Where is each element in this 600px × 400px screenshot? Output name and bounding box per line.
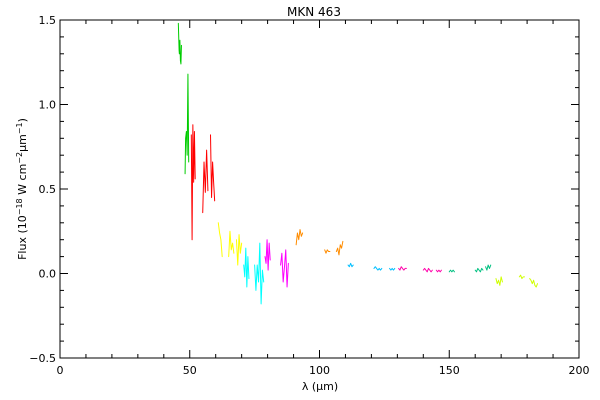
- spectrum-segment: [210, 134, 216, 202]
- y-tick-label: 0.0: [39, 268, 57, 281]
- spectrum-segment: [495, 276, 503, 286]
- spectrum-segment: [422, 267, 433, 273]
- spectrum-segment: [280, 249, 289, 288]
- spectrum-segment: [228, 230, 235, 258]
- series-layer: [177, 22, 538, 305]
- y-tick-label: 1.5: [39, 14, 57, 27]
- spectrum-segment: [202, 149, 209, 214]
- spectrum-segment: [518, 274, 525, 280]
- spectrum-segment: [243, 247, 250, 288]
- x-axis-label: λ (μm): [302, 380, 338, 393]
- spectrum-segment: [190, 124, 196, 241]
- spectrum-segment: [235, 234, 243, 266]
- spectrum-segment: [184, 73, 190, 175]
- spectrum-segment: [373, 266, 383, 271]
- spectrum-segment: [398, 266, 407, 271]
- spectrum-segment: [485, 264, 492, 271]
- x-tick-label: 100: [309, 364, 330, 377]
- x-tick-label: 50: [183, 364, 197, 377]
- spectrum-segment: [177, 22, 182, 65]
- chart-title: MKN 463: [287, 5, 341, 19]
- plot-frame: [59, 19, 580, 359]
- y-tick-label: 1.0: [39, 99, 57, 112]
- spectrum-segment: [264, 239, 271, 271]
- spectrum-segment: [347, 262, 354, 268]
- spectrum-segment: [448, 269, 455, 273]
- spectrum-segment: [435, 269, 442, 273]
- y-tick-label: −0.5: [29, 352, 56, 365]
- spectrum-segment: [529, 278, 538, 288]
- y-axis-label: Flux (10−18 W cm−2μm−1): [15, 118, 30, 260]
- axes-layer: 0 50 100 150 200 −0.5 0.0 0.5 1.0 1.5: [29, 14, 589, 377]
- spectrum-segment: [254, 242, 265, 305]
- spectrum-segment: [389, 267, 396, 271]
- spectrum-segment: [217, 222, 223, 258]
- x-tick-label: 200: [569, 364, 590, 377]
- spectrum-segment: [295, 229, 304, 246]
- y-tick-label: 0.5: [39, 183, 57, 196]
- spectrum-segment: [324, 249, 331, 254]
- spectrum-segment: [474, 267, 484, 273]
- x-tick-label: 0: [57, 364, 64, 377]
- spectrum-segment: [335, 240, 344, 256]
- x-tick-label: 150: [439, 364, 460, 377]
